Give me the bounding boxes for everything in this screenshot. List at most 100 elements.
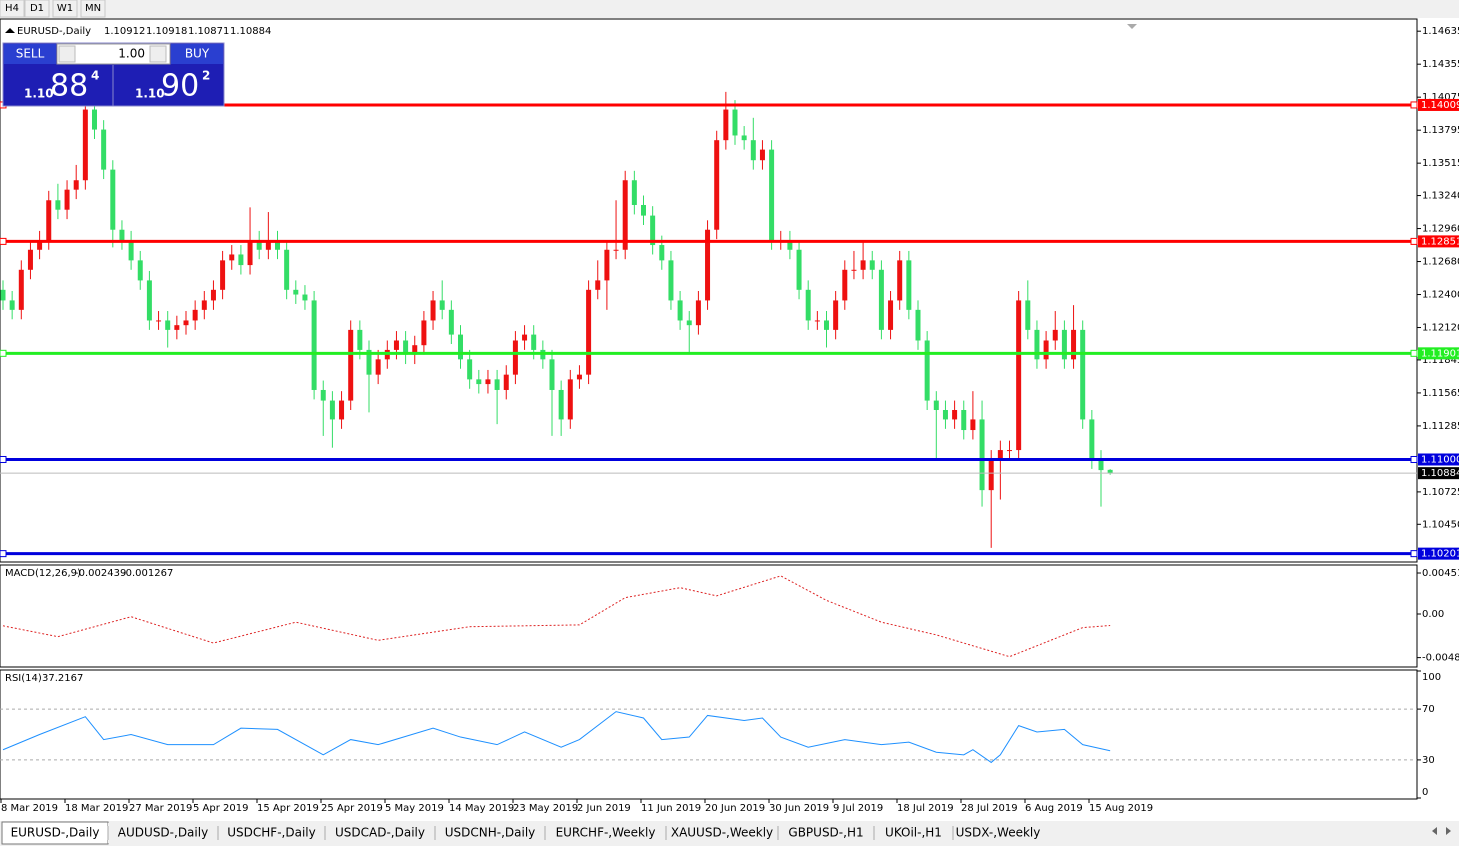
- collapse-arrow: [5, 28, 15, 33]
- candle-body: [18, 269, 24, 310]
- chart-tab-label[interactable]: UKOil-,H1: [885, 826, 942, 840]
- timeframe-button[interactable]: [52, 0, 78, 18]
- tab-scroll-right[interactable]: [1446, 827, 1451, 835]
- timeframe-button[interactable]: [0, 0, 25, 18]
- candle-body: [842, 269, 848, 301]
- chart-tab-label[interactable]: EURUSD-,Daily: [11, 826, 100, 840]
- candle-body: [329, 400, 335, 420]
- x-tick-label: 28 Jul 2019: [961, 803, 1018, 814]
- lots-up[interactable]: [149, 45, 167, 63]
- candle-body: [1107, 469, 1113, 474]
- bid-frac[interactable]: 4: [91, 69, 99, 83]
- tab-scroll-left[interactable]: [1432, 827, 1437, 835]
- chart-tab-label[interactable]: EURCHF-,Weekly: [556, 826, 656, 840]
- candle-body: [302, 294, 308, 301]
- candle-body: [979, 419, 985, 491]
- chart-tab[interactable]: [778, 823, 874, 843]
- candle-body: [27, 249, 33, 270]
- chart-tab[interactable]: [953, 823, 1043, 843]
- chart-tab-label[interactable]: AUDUSD-,Daily: [118, 826, 208, 840]
- sell-label[interactable]: SELL: [16, 47, 45, 61]
- chart-tab-label[interactable]: USDCNH-,Daily: [445, 826, 536, 840]
- chart-tab-label[interactable]: XAUUSD-,Weekly: [671, 826, 773, 840]
- buy-label[interactable]: BUY: [185, 47, 210, 61]
- rsi-title: RSI(14): [5, 673, 42, 684]
- lots-input[interactable]: [56, 43, 171, 65]
- candle-body: [128, 240, 134, 261]
- y-tick-label: 30: [1422, 755, 1435, 766]
- candle-body: [320, 389, 326, 401]
- candle-body: [677, 300, 683, 321]
- candle-body: [110, 169, 116, 230]
- candle-body: [558, 389, 564, 420]
- candle-body: [284, 249, 290, 290]
- level-label: 1.10201: [1421, 549, 1459, 560]
- candle-body: [357, 329, 363, 350]
- timeframe-label[interactable]: W1: [57, 3, 73, 14]
- ask-frac[interactable]: 2: [202, 69, 210, 83]
- candle-body: [366, 349, 372, 375]
- level-handle: [0, 237, 7, 245]
- y-tick-label: 1.11565: [1422, 388, 1459, 399]
- ohlc-value: 1.10884: [230, 26, 271, 37]
- candle-body: [796, 249, 802, 290]
- ohlc-value: 1.10912: [104, 26, 145, 37]
- y-tick-label: 1.12120: [1422, 323, 1459, 334]
- candle-body: [229, 254, 235, 261]
- chart-tab[interactable]: [218, 823, 325, 843]
- candle-body: [567, 379, 573, 420]
- chart-tab-label[interactable]: GBPUSD-,H1: [788, 826, 863, 840]
- chart-tab-label[interactable]: USDCAD-,Daily: [335, 826, 425, 840]
- level-handle: [1410, 550, 1418, 558]
- candle-body: [961, 410, 967, 431]
- x-tick-label: 18 Jul 2019: [897, 803, 954, 814]
- y-tick-label: 1.12680: [1422, 257, 1459, 268]
- candle-body: [769, 149, 775, 241]
- timeframe-label[interactable]: H4: [5, 3, 19, 14]
- chart-tab[interactable]: [666, 823, 778, 843]
- candle-body: [46, 200, 52, 241]
- candle-body: [119, 229, 125, 241]
- candle-body: [1061, 329, 1067, 360]
- candle-body: [37, 240, 43, 250]
- x-tick-label: 20 Jun 2019: [705, 803, 765, 814]
- chart-tab[interactable]: [874, 823, 953, 843]
- lots-value[interactable]: 1.00: [118, 47, 145, 61]
- candle-body: [906, 260, 912, 310]
- candle-body: [1025, 300, 1031, 330]
- level-handle: [1410, 455, 1418, 463]
- candle-body: [988, 459, 994, 491]
- buy-button[interactable]: [171, 44, 223, 64]
- ask-big[interactable]: 1.10: [135, 87, 165, 101]
- chart-tab[interactable]: [325, 823, 435, 843]
- candle-body: [156, 320, 162, 322]
- timeframe-label[interactable]: D1: [30, 3, 44, 14]
- macd-main-value: -0.002439: [75, 568, 126, 579]
- level-handle: [0, 550, 7, 558]
- lots-down[interactable]: [58, 45, 76, 63]
- chart-tab[interactable]: [545, 823, 666, 843]
- level-handle: [1410, 349, 1418, 357]
- chart-tab[interactable]: [108, 823, 218, 843]
- chart-tab[interactable]: [435, 823, 545, 843]
- bid-pips[interactable]: 88: [50, 69, 88, 104]
- timeframe-label[interactable]: MN: [85, 3, 101, 14]
- candle-body: [247, 240, 253, 266]
- x-tick-label: 18 Mar 2019: [65, 803, 128, 814]
- sell-button[interactable]: [4, 44, 56, 64]
- candle-body: [1016, 300, 1022, 451]
- y-tick-label: 0.00: [1422, 609, 1444, 620]
- bid-big[interactable]: 1.10: [24, 87, 54, 101]
- candle-body: [805, 289, 811, 321]
- candle-body: [714, 140, 720, 230]
- timeframe-button[interactable]: [80, 0, 106, 18]
- x-tick-label: 15 Apr 2019: [257, 803, 319, 814]
- chart-tab-label[interactable]: USDCHF-,Daily: [227, 826, 315, 840]
- candle-body: [833, 300, 839, 330]
- candle-body: [750, 140, 756, 161]
- candle-body: [467, 359, 473, 380]
- current-price-label: 1.10884: [1421, 468, 1459, 479]
- ask-pips[interactable]: 90: [161, 69, 199, 104]
- chart-tab-label[interactable]: USDX-,Weekly: [956, 826, 1041, 840]
- timeframe-button[interactable]: [24, 0, 50, 18]
